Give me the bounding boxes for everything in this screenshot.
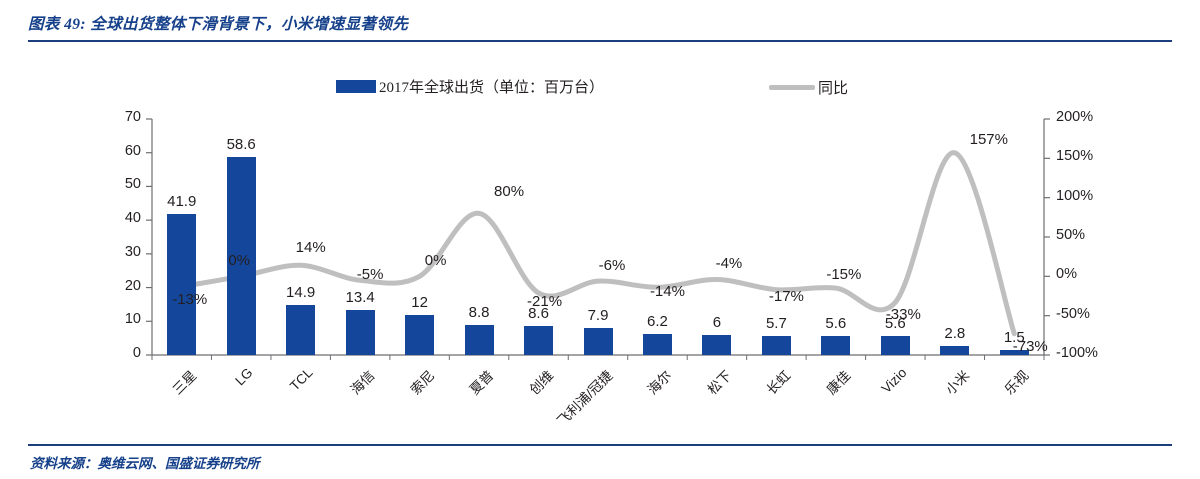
- bar-15: [999, 349, 1029, 355]
- right-axis-tick-label: -50%: [1056, 305, 1090, 322]
- yoy-value-label: -14%: [649, 283, 685, 301]
- yoy-value-label: -33%: [885, 306, 921, 324]
- bar-5: [405, 314, 435, 355]
- right-axis-tick-label: 200%: [1056, 109, 1094, 125]
- left-axis-tick-label: 30: [124, 243, 141, 260]
- bar-value-label: 1.5: [1003, 328, 1025, 346]
- bar-1: [167, 213, 197, 355]
- figure-source: 资料来源：奥维云网、国盛证券研究所: [30, 456, 260, 471]
- yoy-value-label: 0%: [424, 252, 447, 270]
- bar-4: [345, 309, 375, 355]
- source-divider: [28, 444, 1172, 446]
- bar-value-label: 5.7: [765, 314, 787, 332]
- left-axis-tick-label: 50: [124, 176, 141, 193]
- bar-12: [821, 336, 851, 355]
- right-axis-tick-label: 50%: [1056, 227, 1086, 243]
- bar-value-label: 6.2: [647, 313, 668, 331]
- left-axis-tick-label: 0: [132, 345, 141, 361]
- right-axis-tick-label: -100%: [1056, 345, 1098, 361]
- title-divider: [28, 40, 1172, 42]
- yoy-value-label: -21%: [527, 292, 563, 310]
- yoy-value-label: -17%: [768, 287, 804, 305]
- bar-11: [761, 335, 791, 355]
- left-axis-tick-label: 10: [124, 311, 141, 328]
- bar-value-label: 7.9: [587, 307, 609, 325]
- yoy-value-label: 0%: [228, 252, 251, 270]
- figure-title: 图表 49: 全球出货整体下滑背景下，小米增速显著领先: [28, 16, 409, 33]
- yoy-value-label: -6%: [598, 257, 626, 275]
- bar-value-label: 41.9: [167, 192, 197, 210]
- bar-13: [880, 336, 910, 355]
- yoy-value-label: -15%: [826, 266, 862, 284]
- line-swatch-icon: [769, 85, 815, 90]
- bar-value-label: 8.6: [528, 305, 549, 322]
- yoy-value-label: -5%: [356, 266, 384, 284]
- yoy-value-label: -4%: [715, 255, 743, 273]
- bar-8: [583, 328, 613, 355]
- bar-value-label: 2.8: [944, 324, 966, 342]
- right-axis-tick-label: 0%: [1056, 266, 1077, 283]
- legend-label-shipments: 2017年全球出货（单位：百万台）: [379, 80, 605, 96]
- yoy-line: [179, 150, 1017, 337]
- legend-label-yoy: 同比: [818, 81, 849, 97]
- yoy-value-label: -73%: [1012, 337, 1048, 355]
- legend-item-yoy: 同比: [769, 77, 848, 98]
- yoy-value-label: 157%: [969, 130, 1008, 148]
- chart-legend: 2017年全球出货（单位：百万台） 同比: [0, 76, 1200, 98]
- bar-7: [524, 326, 554, 355]
- bar-value-label: 58.6: [226, 136, 256, 154]
- left-axis-tick-label: 70: [124, 109, 141, 125]
- bar-14: [940, 345, 970, 355]
- yoy-value-label: 14%: [295, 239, 326, 257]
- yoy-value-label: -13%: [172, 290, 208, 308]
- bar-value-label: 13.4: [345, 288, 375, 306]
- bar-swatch-icon: [336, 80, 376, 93]
- bar-6: [464, 325, 494, 355]
- bar-2: [226, 157, 256, 355]
- yoy-value-label: 80%: [494, 183, 525, 201]
- bar-value-label: 14.9: [286, 283, 316, 301]
- bar-value-label: 8.8: [468, 304, 490, 322]
- right-axis-tick-label: 150%: [1056, 148, 1094, 165]
- left-axis-tick-label: 60: [124, 142, 141, 159]
- bar-value-label: 5.6: [884, 315, 906, 333]
- bar-3: [286, 304, 316, 355]
- legend-item-shipments: 2017年全球出货（单位：百万台）: [336, 76, 604, 97]
- left-axis-tick-label: 20: [124, 277, 141, 294]
- bar-value-label: 12: [411, 293, 428, 311]
- right-axis-tick-label: 100%: [1056, 187, 1094, 204]
- bar-10: [702, 334, 732, 355]
- left-axis-tick-label: 40: [124, 210, 141, 227]
- bar-value-label: 6: [712, 313, 722, 331]
- bar-9: [642, 334, 672, 355]
- bar-value-label: 5.6: [825, 315, 847, 333]
